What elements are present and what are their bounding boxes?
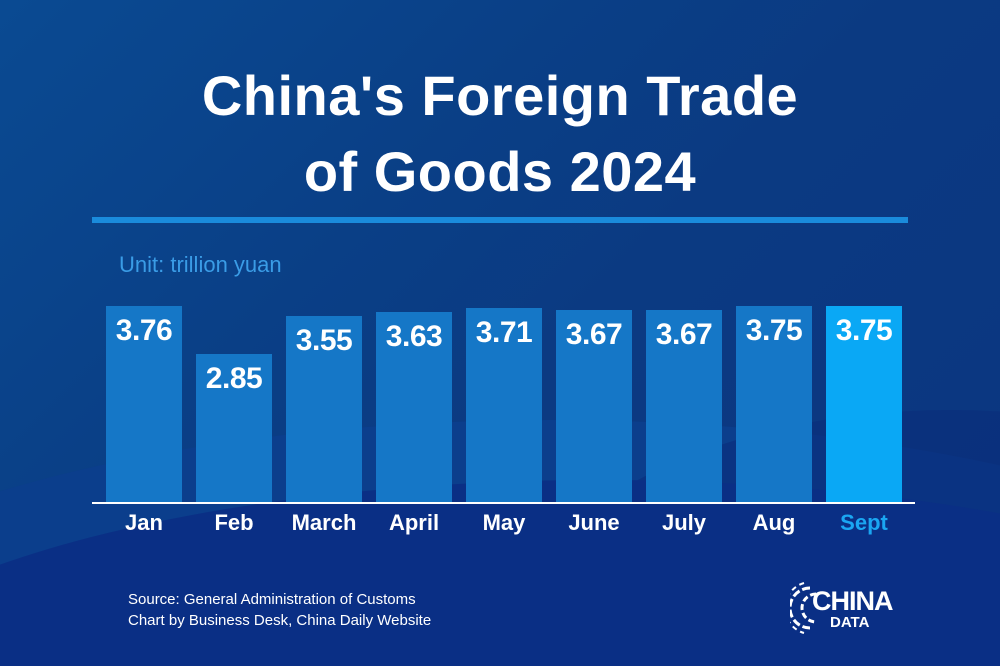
title-divider	[92, 217, 908, 223]
bar-feb: 2.85	[196, 354, 272, 502]
bar-sept: 3.75	[826, 306, 902, 502]
bar-value: 3.75	[835, 314, 893, 347]
x-axis-line	[92, 502, 915, 504]
x-label-aug: Aug	[752, 510, 796, 535]
bar-april: 3.63	[376, 312, 452, 502]
bar-jan: 3.76	[106, 306, 182, 502]
source-credits: Source: General Administration of Custom…	[128, 589, 431, 631]
bar-july: 3.67	[646, 310, 722, 502]
bar-value: 3.76	[115, 314, 173, 347]
source-line: Source: General Administration of Custom…	[128, 591, 416, 608]
bar-value: 3.63	[385, 320, 443, 353]
bar-value: 2.85	[205, 362, 263, 395]
signal-arcs-icon	[790, 582, 817, 634]
title-line-2: of Goods 2024	[303, 140, 697, 203]
bar-value: 3.55	[295, 324, 353, 357]
x-label-march: March	[291, 510, 357, 535]
x-label-april: April	[388, 510, 440, 535]
x-label-june: June	[568, 510, 620, 535]
bar-value: 3.75	[745, 314, 803, 347]
x-label-may: May	[482, 510, 526, 535]
logo-subtext: DATA	[830, 614, 870, 631]
x-label-feb: Feb	[214, 510, 254, 535]
x-label-jan: Jan	[125, 510, 163, 535]
logo-text: CHINA	[812, 586, 893, 616]
bar-march: 3.55	[286, 316, 362, 502]
bar-value: 3.71	[475, 316, 533, 349]
x-label-july: July	[661, 510, 707, 535]
bar-value: 3.67	[565, 318, 623, 351]
bar-value: 3.67	[655, 318, 713, 351]
bar-june: 3.67	[556, 310, 632, 502]
china-data-logo: CHINA DATA	[790, 578, 920, 638]
chart-title: China's Foreign Trade of Goods 2024	[0, 58, 1000, 210]
bar-may: 3.71	[466, 308, 542, 502]
title-line-1: China's Foreign Trade	[201, 64, 799, 127]
x-label-sept: Sept	[840, 510, 888, 535]
bar-aug: 3.75	[736, 306, 812, 502]
unit-label: Unit: trillion yuan	[119, 252, 282, 277]
credit-line: Chart by Business Desk, China Daily Webs…	[128, 612, 432, 629]
